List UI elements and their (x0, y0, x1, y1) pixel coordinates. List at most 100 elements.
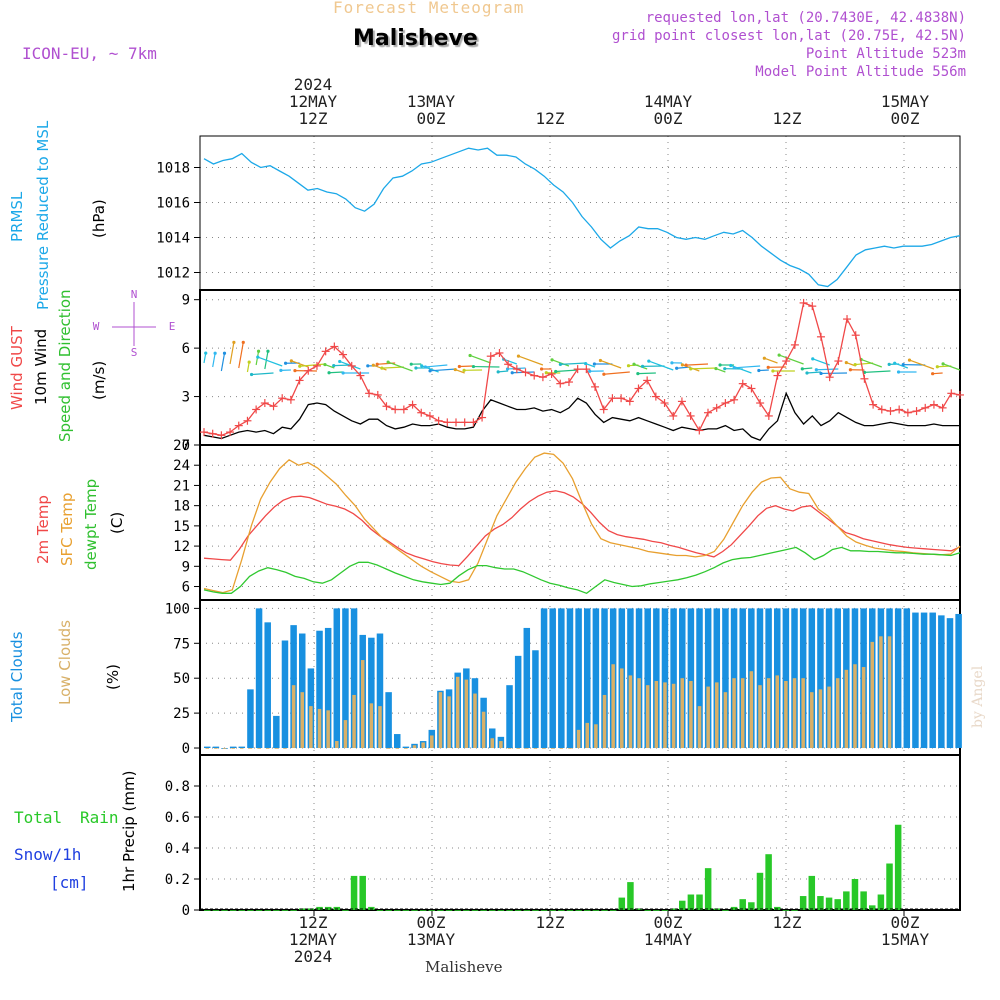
wind-arrow (455, 369, 465, 374)
bar (766, 678, 771, 749)
wind-arrow-head (675, 366, 679, 370)
p5-label-total: Total (14, 808, 63, 827)
top-time-13may-12z: 12Z (520, 110, 580, 127)
bar (326, 710, 330, 749)
y-tick-label: 6 (182, 341, 190, 357)
time-label-line: 13MAY (406, 92, 456, 111)
wind-arrow-head (893, 361, 897, 365)
wind-arrow (381, 366, 404, 369)
bar (523, 627, 531, 749)
bar (335, 741, 339, 749)
wind-arrow-head (222, 351, 227, 355)
wind-arrow-head (256, 355, 260, 359)
bar (827, 686, 831, 749)
bar (445, 910, 453, 911)
product-title: Forecast Meteogram (333, 0, 525, 17)
bar (550, 748, 555, 749)
wind-arrow-head (680, 363, 684, 367)
bar (810, 692, 814, 749)
bar (704, 608, 712, 749)
bar (291, 685, 296, 749)
wind-arrow-head (554, 369, 558, 374)
wind-arrow-head (901, 363, 905, 367)
bar (912, 612, 919, 749)
bar (247, 910, 254, 911)
wind-arrow (685, 363, 709, 366)
bar (419, 910, 427, 911)
wind-arrow-head (670, 361, 674, 365)
y-tick-label: 1014 (156, 231, 190, 247)
wind-arrow-head (632, 362, 636, 366)
bar (481, 711, 486, 749)
bar (350, 875, 358, 910)
wind-arrow (764, 357, 778, 364)
time-label-line: 12Z (535, 109, 565, 128)
wind-arrow (758, 369, 769, 372)
wind-arrow-head (462, 368, 466, 372)
bar (212, 910, 220, 911)
wind-arrow-head (714, 366, 718, 371)
compass-w-label: W (93, 320, 100, 333)
wind-arrow (734, 365, 761, 369)
wind-arrow (806, 371, 822, 374)
bar (782, 608, 790, 749)
bar (749, 671, 754, 749)
wind-arrow-head (896, 370, 901, 374)
bar (775, 675, 779, 749)
top-time-14may-00z: 14MAY 00Z (636, 93, 700, 127)
wind-arrow-head (636, 372, 640, 376)
bottom-time-14may-00z: 00Z 14MAY (634, 914, 702, 948)
wind-arrow-head (814, 368, 818, 372)
bar (584, 608, 591, 749)
time-label-line: 12MAY (288, 930, 338, 949)
bar (601, 910, 608, 911)
bar (255, 608, 263, 749)
time-label-line: 00Z (653, 913, 683, 932)
bar (222, 748, 227, 749)
wind-arrow (238, 342, 244, 369)
y-tick-label: 0 (182, 741, 190, 757)
bar (774, 906, 781, 910)
time-label-line: 2024 (293, 75, 333, 94)
wind-arrow (932, 372, 943, 375)
bar (706, 686, 710, 749)
bar (834, 899, 841, 910)
y-tick-label: 18 (173, 499, 190, 515)
bar (255, 910, 263, 911)
wind-arrow (299, 363, 326, 367)
wind-arrow (894, 362, 909, 369)
wind-arrow-head (811, 357, 815, 361)
bar (247, 689, 254, 749)
point-altitude: Point Altitude 523m (805, 46, 966, 62)
wind-arrow-head (732, 366, 736, 370)
panel-2: 0 3 6 9 (182, 289, 961, 454)
wind-arrow-head (371, 363, 375, 367)
wind-arrow (802, 367, 813, 370)
bar (929, 612, 936, 749)
y-tick-label: 1012 (156, 266, 190, 282)
wind-arrow (425, 364, 448, 368)
bar (894, 608, 902, 749)
bar (421, 742, 425, 749)
time-label-line: 00Z (653, 109, 683, 128)
bar (618, 897, 626, 910)
bar (817, 896, 824, 910)
bar (454, 910, 461, 911)
bar (333, 608, 341, 749)
wind-arrow-head (941, 362, 945, 366)
bar (265, 748, 270, 749)
bar (264, 622, 271, 749)
bar (447, 696, 451, 749)
bar (499, 741, 503, 749)
bar (680, 678, 684, 749)
bar (324, 906, 332, 910)
bar (428, 910, 436, 911)
y-tick-label: 24 (173, 458, 190, 474)
series-line-wind-gust (203, 302, 961, 436)
bar (221, 910, 228, 911)
wind-arrow (373, 364, 387, 371)
bar (376, 910, 384, 911)
p5-label-snow: Snow/1h (14, 845, 82, 864)
bar (385, 692, 392, 749)
